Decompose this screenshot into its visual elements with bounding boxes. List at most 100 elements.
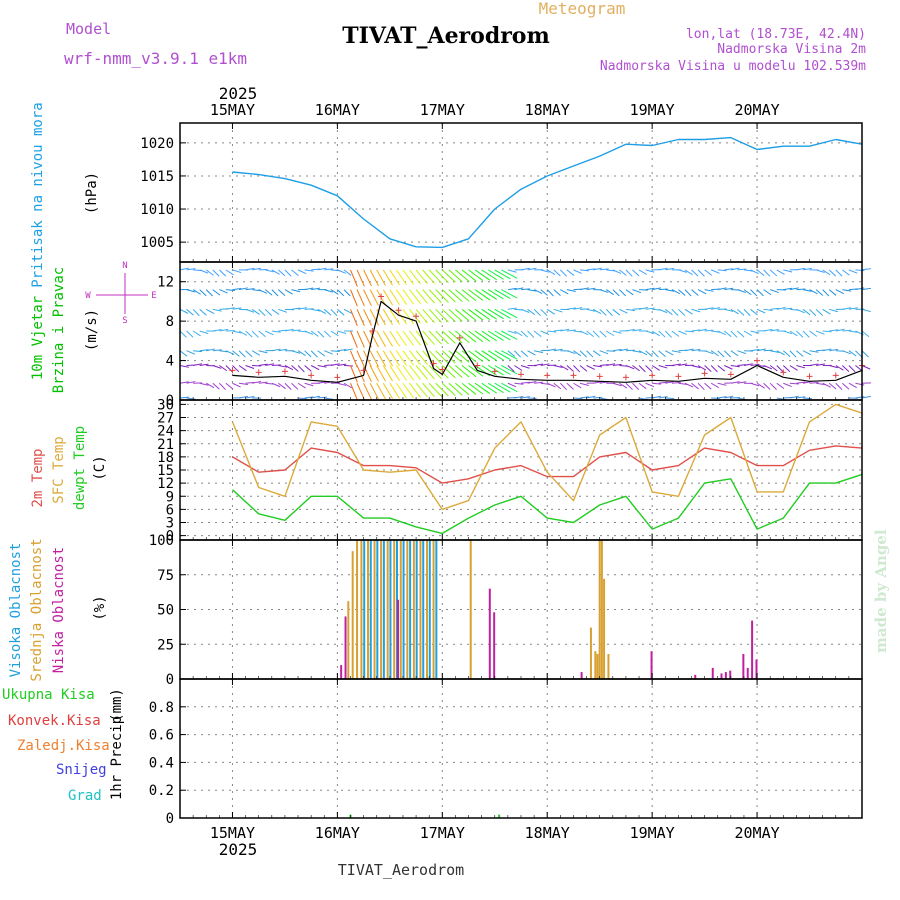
wind-arrow	[783, 382, 792, 387]
wind-arrow	[487, 308, 504, 320]
value-tick-label: 6	[166, 502, 174, 518]
wind-arrow	[533, 289, 543, 295]
wind-arrow	[441, 350, 456, 364]
wind-gust-marker	[544, 372, 551, 379]
wind-arrow	[684, 289, 692, 297]
wind-arrow	[206, 348, 216, 352]
wind-arrow	[658, 381, 668, 384]
wind-arrow	[179, 267, 189, 271]
wind-arrow	[409, 330, 421, 346]
wind-arrow	[606, 350, 616, 352]
wind-arrow	[527, 289, 537, 292]
wind-arrow	[625, 289, 634, 296]
wind-arrow	[212, 308, 222, 312]
wind-arrow	[252, 267, 262, 271]
wind-arrow	[238, 330, 248, 336]
wind-arrow	[855, 269, 865, 272]
wind-arrow	[593, 267, 603, 271]
wind-arrow	[566, 289, 576, 292]
wind-arrow	[638, 365, 646, 373]
wind-arrow	[560, 365, 569, 371]
wind-arrow	[717, 330, 727, 336]
wind-arrow	[730, 365, 740, 368]
wind-arrow	[343, 308, 353, 314]
wind-arrow	[514, 382, 524, 385]
wind-arrow	[297, 365, 305, 373]
wind-arrow	[737, 330, 745, 338]
wind-arrow	[409, 382, 421, 398]
wind-arrow	[264, 308, 273, 316]
wind-arrow	[527, 267, 537, 271]
wind-arrow	[356, 309, 365, 326]
wind-arrow	[337, 363, 347, 366]
wind-arrow	[776, 350, 785, 356]
wind-arrow	[468, 289, 484, 301]
value-tick-label: 24	[157, 424, 174, 440]
value-tick-label: 1020	[140, 136, 174, 152]
wind-arrow	[441, 289, 456, 303]
dewpt-line	[232, 473, 863, 535]
wind-arrow	[789, 350, 797, 358]
wind-arrow	[245, 308, 255, 313]
wind-arrow	[474, 308, 491, 321]
temp-axis-title-2: SFC Temp	[51, 436, 67, 503]
wind-arrow	[520, 350, 529, 358]
wind-arrow	[579, 382, 589, 386]
wind-arrow	[592, 350, 601, 357]
wind-arrow	[337, 349, 347, 352]
wind-arrow	[376, 382, 386, 400]
wind-arrow	[697, 269, 705, 277]
wind-arrow	[645, 330, 655, 334]
wind-arrow	[619, 348, 629, 352]
wind-arrow	[225, 307, 235, 310]
wind-arrow	[566, 307, 576, 310]
wind-arrow	[212, 329, 222, 332]
wind-arrow	[652, 382, 662, 385]
wind-arrow	[664, 308, 673, 316]
wind-arrow	[199, 349, 209, 352]
wind-arrow	[468, 382, 484, 395]
wind-arrow	[737, 364, 747, 366]
wind-gust-marker	[806, 373, 813, 380]
wind-arrow	[717, 350, 725, 358]
wind-arrow	[271, 382, 281, 388]
wind-arrow	[638, 350, 648, 356]
wind-arrow	[566, 269, 575, 276]
wind-arrow	[737, 381, 747, 384]
wind-arrow	[455, 289, 470, 302]
wind-arrow	[546, 269, 556, 276]
wind-arrow	[540, 308, 548, 316]
wind-arrow	[494, 308, 511, 319]
value-tick-label: 1005	[140, 235, 174, 251]
wind-arrow	[356, 350, 365, 368]
wind-arrow	[382, 289, 393, 306]
wind-arrow	[553, 289, 561, 296]
wind-arrow	[225, 289, 235, 292]
sfc-temp-line	[231, 403, 863, 511]
wind-arrow	[324, 268, 334, 271]
wind-arrow	[691, 348, 701, 352]
wind-arrow	[212, 349, 222, 352]
wind-arrow	[612, 289, 620, 297]
wind-arrow	[553, 348, 563, 352]
wind-arrow	[691, 365, 701, 369]
wind-arrow	[822, 382, 831, 388]
wind-arrow	[579, 365, 588, 372]
wind-gust-marker	[456, 334, 463, 341]
temp2m-line	[232, 445, 863, 484]
wind-arrow	[651, 330, 661, 337]
wind-arrow	[861, 395, 871, 399]
wind-arrow	[409, 269, 421, 285]
wind-arrow	[501, 350, 518, 360]
wind-arrow	[474, 330, 491, 342]
wind-arrow	[724, 395, 734, 399]
wind-arrow	[599, 308, 607, 316]
wind-arrow	[389, 289, 400, 306]
wind-arrow	[186, 289, 196, 293]
wind-gust-marker	[474, 362, 481, 369]
wind-arrow	[186, 308, 194, 316]
wind-arrow	[534, 350, 544, 354]
wind-arrow	[645, 307, 655, 310]
wind-arrow	[546, 289, 554, 297]
wind-arrow	[560, 289, 569, 295]
